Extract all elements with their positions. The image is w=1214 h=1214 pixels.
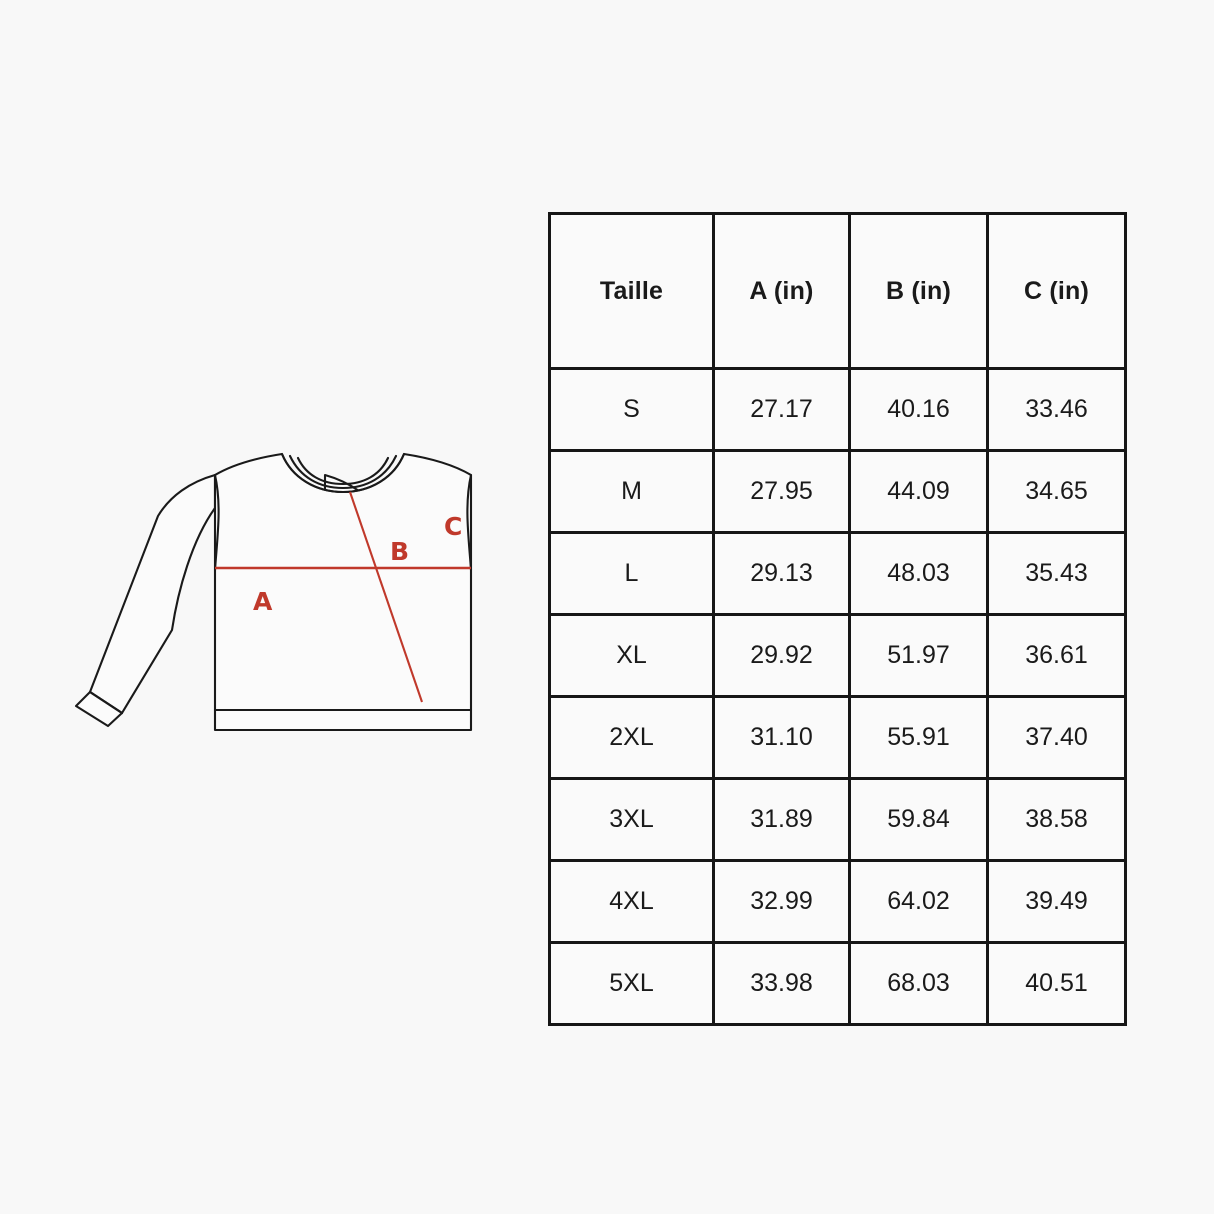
table-row: M 27.95 44.09 34.65 xyxy=(548,449,1127,534)
garment-drawing: B A C xyxy=(60,430,480,770)
column-header-c: C (in) xyxy=(986,212,1127,370)
cell-c: 40.51 xyxy=(986,941,1127,1026)
shoulder-seam-right xyxy=(466,473,473,572)
measure-label-c: C xyxy=(444,512,462,541)
cell-c: 36.61 xyxy=(986,613,1127,698)
cell-a: 27.17 xyxy=(712,367,851,452)
cell-size: 4XL xyxy=(548,859,715,944)
table-header-row: Taille A (in) B (in) C (in) xyxy=(548,212,1127,370)
cuff-left-fold xyxy=(88,690,124,715)
size-table: Taille A (in) B (in) C (in) S 27.17 40.1… xyxy=(548,212,1127,1026)
collar-mid xyxy=(288,454,398,490)
cell-size: L xyxy=(548,531,715,616)
measure-label-b: B xyxy=(390,537,409,566)
cell-c: 37.40 xyxy=(986,695,1127,780)
garment-illustration: B A C xyxy=(60,430,480,770)
cell-c: 33.46 xyxy=(986,367,1127,452)
table-row: 3XL 31.89 59.84 38.58 xyxy=(548,777,1127,862)
cell-a: 29.13 xyxy=(712,531,851,616)
cell-size: S xyxy=(548,367,715,452)
cell-a: 31.10 xyxy=(712,695,851,780)
cell-c: 34.65 xyxy=(986,449,1127,534)
table-row: S 27.17 40.16 33.46 xyxy=(548,367,1127,452)
cell-size: 3XL xyxy=(548,777,715,862)
cell-size: 5XL xyxy=(548,941,715,1026)
cell-b: 48.03 xyxy=(848,531,989,616)
measure-label-a: A xyxy=(253,587,273,616)
cell-b: 55.91 xyxy=(848,695,989,780)
table-row: XL 29.92 51.97 36.61 xyxy=(548,613,1127,698)
cell-c: 38.58 xyxy=(986,777,1127,862)
cell-c: 35.43 xyxy=(986,531,1127,616)
cell-size: XL xyxy=(548,613,715,698)
cell-size: M xyxy=(548,449,715,534)
cell-c: 39.49 xyxy=(986,859,1127,944)
cell-a: 27.95 xyxy=(712,449,851,534)
table-row: 5XL 33.98 68.03 40.51 xyxy=(548,941,1127,1026)
cell-a: 31.89 xyxy=(712,777,851,862)
column-header-size: Taille xyxy=(548,212,715,370)
column-header-b: B (in) xyxy=(848,212,989,370)
shoulder-seam-left xyxy=(213,473,220,572)
cell-b: 59.84 xyxy=(848,777,989,862)
cell-b: 64.02 xyxy=(848,859,989,944)
cell-a: 29.92 xyxy=(712,613,851,698)
hem-band xyxy=(213,708,473,732)
column-header-a: A (in) xyxy=(712,212,851,370)
collar-outer xyxy=(280,452,406,494)
table-row: 4XL 32.99 64.02 39.49 xyxy=(548,859,1127,944)
table-row: L 29.13 48.03 35.43 xyxy=(548,531,1127,616)
collar-inner xyxy=(296,456,390,486)
measure-line-c xyxy=(349,491,423,703)
cell-size: 2XL xyxy=(548,695,715,780)
sleeve-left xyxy=(88,473,217,715)
table-row: 2XL 31.10 55.91 37.40 xyxy=(548,695,1127,780)
size-table-container: Taille A (in) B (in) C (in) S 27.17 40.1… xyxy=(548,212,1127,1026)
cell-b: 68.03 xyxy=(848,941,989,1026)
cell-a: 33.98 xyxy=(712,941,851,1026)
cell-b: 40.16 xyxy=(848,367,989,452)
cell-b: 51.97 xyxy=(848,613,989,698)
cell-a: 32.99 xyxy=(712,859,851,944)
cell-b: 44.09 xyxy=(848,449,989,534)
